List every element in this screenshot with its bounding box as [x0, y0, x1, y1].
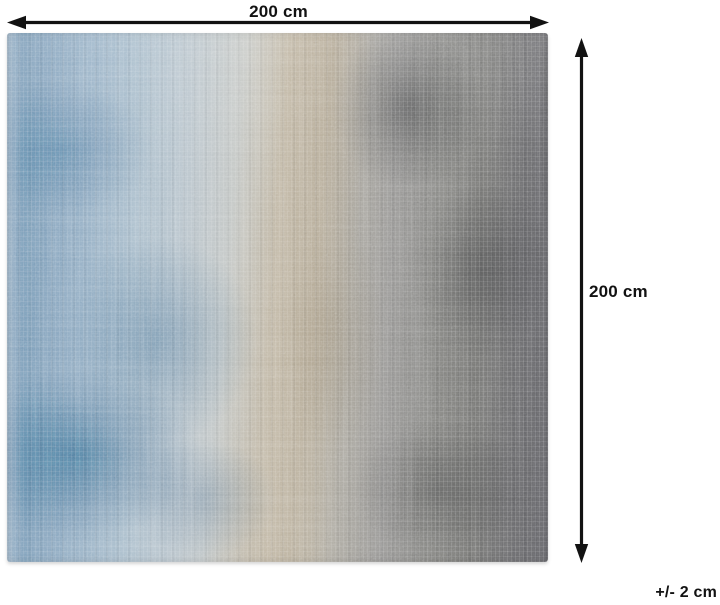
height-arrow-bottom-head-icon	[574, 544, 589, 563]
height-dimension-label: 200 cm	[589, 282, 648, 301]
rug-image	[7, 33, 548, 562]
height-arrow-top-head-icon	[574, 38, 589, 57]
height-arrow	[574, 38, 589, 563]
tolerance-label: +/- 2 cm	[655, 584, 717, 601]
width-dimension-label: 200 cm	[249, 2, 308, 21]
rug-texture-overlay	[7, 33, 548, 562]
